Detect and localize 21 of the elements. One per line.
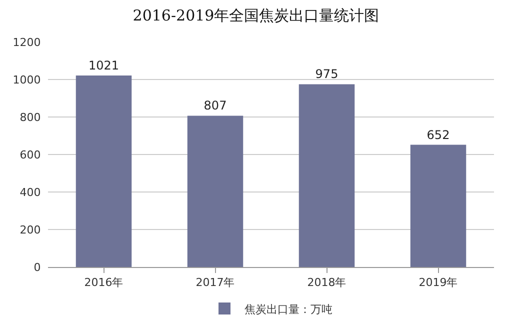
y-tick-label: 1000 [12,73,41,86]
bar [298,84,355,267]
data-label: 807 [204,98,227,113]
x-tick-label: 2016年 [84,276,124,290]
data-label: 652 [426,128,450,142]
x-tick-label: 2018年 [307,276,346,290]
bar [76,76,132,267]
chart-title: 2016-2019年全国焦炭出口量统计图 [132,6,380,25]
y-tick-label: 0 [34,260,41,274]
x-tick-label: 2019年 [418,276,458,290]
data-label: 975 [315,67,338,82]
y-tick-label: 200 [20,223,41,236]
data-label: 1021 [88,58,120,73]
bar [410,144,466,267]
y-tick-label: 800 [20,110,41,124]
bar [187,116,244,267]
y-tick-label: 600 [20,148,41,162]
y-tick-label: 400 [20,186,41,199]
y-tick-label: 1200 [12,36,41,49]
legend-label: 焦炭出口量：万吨 [244,302,332,316]
x-tick-label: 2017年 [196,276,235,290]
